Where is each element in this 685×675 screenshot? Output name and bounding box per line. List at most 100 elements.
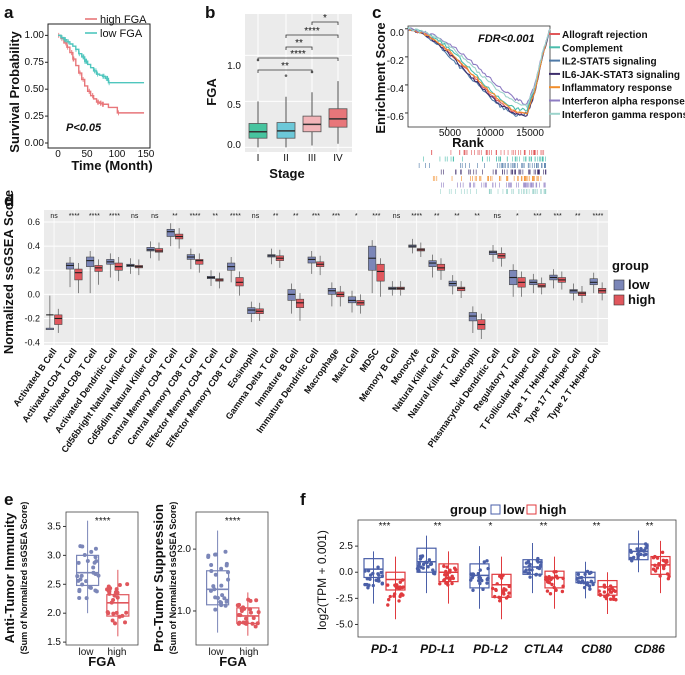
b-sig-bracket — [285, 46, 313, 50]
d-box — [537, 283, 546, 288]
f-point — [653, 569, 658, 573]
f-plot-area: -5.0 -2.5 0.0 2.5 *** PD-1 ** PD-L1 * PD-L2 ** CTLA… — [336, 519, 677, 656]
c-legend-label: IL6-JAK-STAT3 signaling — [562, 70, 680, 81]
e1-plot-point — [88, 585, 93, 590]
d-box — [589, 278, 598, 286]
e1-plot-point — [106, 611, 111, 616]
d-box — [347, 296, 357, 304]
f-point — [526, 571, 530, 575]
d-significance: ** — [293, 213, 299, 220]
f-point — [576, 572, 581, 577]
b-ylabel: FGA — [204, 78, 219, 106]
f-point — [657, 563, 661, 567]
f-point — [642, 553, 646, 557]
f-point — [398, 594, 402, 599]
e1-ylabel2: (Sum of Normalized ssGSEA Score) — [19, 502, 29, 655]
c-legend-label: Interferon gamma response — [562, 110, 685, 121]
f-significance: ** — [540, 521, 548, 532]
c-xlabel: Rank — [452, 135, 485, 150]
d-box — [428, 260, 437, 267]
f-point — [527, 564, 531, 568]
f-point — [665, 572, 670, 576]
d-significance: ns — [50, 213, 58, 220]
d-significance: **** — [89, 213, 100, 220]
f-point — [386, 583, 390, 587]
b-sig-bracket — [257, 69, 313, 73]
e2-ylabel2: (Sum of Normalized ssGSEA Score) — [168, 502, 178, 655]
f-ytick: 2.5 — [339, 541, 353, 552]
f-point — [368, 577, 372, 581]
f-point — [527, 567, 532, 572]
f-point — [591, 582, 595, 587]
f-point — [602, 590, 607, 594]
f-point — [493, 594, 497, 599]
f-point — [363, 582, 367, 587]
e2-plot-point — [254, 598, 259, 603]
b-sig-label: ** — [281, 61, 289, 72]
e2-plot-point — [215, 596, 220, 601]
e1-plot-point — [82, 553, 87, 558]
e1-plot-point — [80, 582, 85, 587]
f-significance: ** — [646, 521, 654, 532]
f-point — [481, 587, 485, 592]
f-point — [604, 596, 609, 601]
d-legend-high: high — [628, 292, 655, 307]
d-significance: ** — [212, 213, 218, 220]
d-significance: **** — [190, 213, 201, 220]
f-point — [653, 563, 657, 568]
e1-plot-point — [93, 588, 98, 593]
f-point — [417, 569, 421, 573]
f-point — [476, 571, 481, 576]
e1-ylabel: Anti-Tumor Immunity — [2, 512, 17, 643]
panel-label-e: e — [4, 490, 13, 509]
f-point — [471, 588, 475, 592]
f-point — [497, 595, 501, 600]
e1-plot-ytick: 1.5 — [47, 637, 61, 648]
e2-plot-point — [242, 620, 247, 625]
f-point — [486, 566, 490, 571]
e1-plot-point — [91, 570, 96, 575]
f-point — [504, 588, 508, 592]
f-point — [376, 572, 380, 576]
a-xtick: 50 — [81, 149, 93, 160]
f-point — [576, 580, 581, 584]
a-pvalue: P<0.05 — [66, 122, 102, 134]
e1-plot-point — [115, 590, 120, 595]
f-point — [613, 589, 617, 593]
f-gene-label: CD80 — [581, 642, 612, 656]
d-box — [577, 291, 587, 296]
f-point — [665, 560, 669, 564]
c-xtick: 5000 — [439, 128, 462, 139]
e1-plot-ytick: 3.5 — [47, 521, 61, 532]
a-survival-line-low — [58, 34, 145, 84]
d-significance: **** — [69, 213, 80, 220]
e2-plot-area: 1.0 2.0 **** — [177, 511, 269, 646]
c-ytick: -0.6 — [387, 112, 405, 123]
a-legend-high: high FGA — [100, 14, 147, 26]
e1-plot-point — [111, 611, 116, 616]
d-significance: ns — [131, 213, 139, 220]
e2-plot-point — [248, 610, 253, 615]
f-point — [552, 585, 556, 590]
f-point — [582, 585, 587, 590]
c-legend-label: Complement — [562, 43, 623, 54]
e2-plot-point — [226, 577, 231, 582]
f-point — [379, 570, 383, 575]
f-point — [447, 576, 452, 580]
f-point — [598, 592, 602, 597]
e2-plot-point — [238, 613, 243, 618]
f-point — [547, 580, 552, 585]
f-ylabel: log2(TPM + 0.001) — [315, 530, 329, 630]
f-point — [442, 577, 447, 582]
f-point — [631, 555, 636, 560]
a-ytick: 0.00 — [25, 138, 45, 149]
f-point — [445, 565, 449, 569]
d-ylabel: Normalized ssGSEA Score — [1, 190, 16, 354]
e1-plot-point — [85, 559, 90, 564]
f-point — [480, 578, 484, 583]
e2-plot-point — [237, 620, 242, 625]
f-point — [530, 568, 534, 572]
a-ytick: 0.75 — [25, 57, 45, 68]
b-ytick: 0.5 — [227, 100, 241, 111]
